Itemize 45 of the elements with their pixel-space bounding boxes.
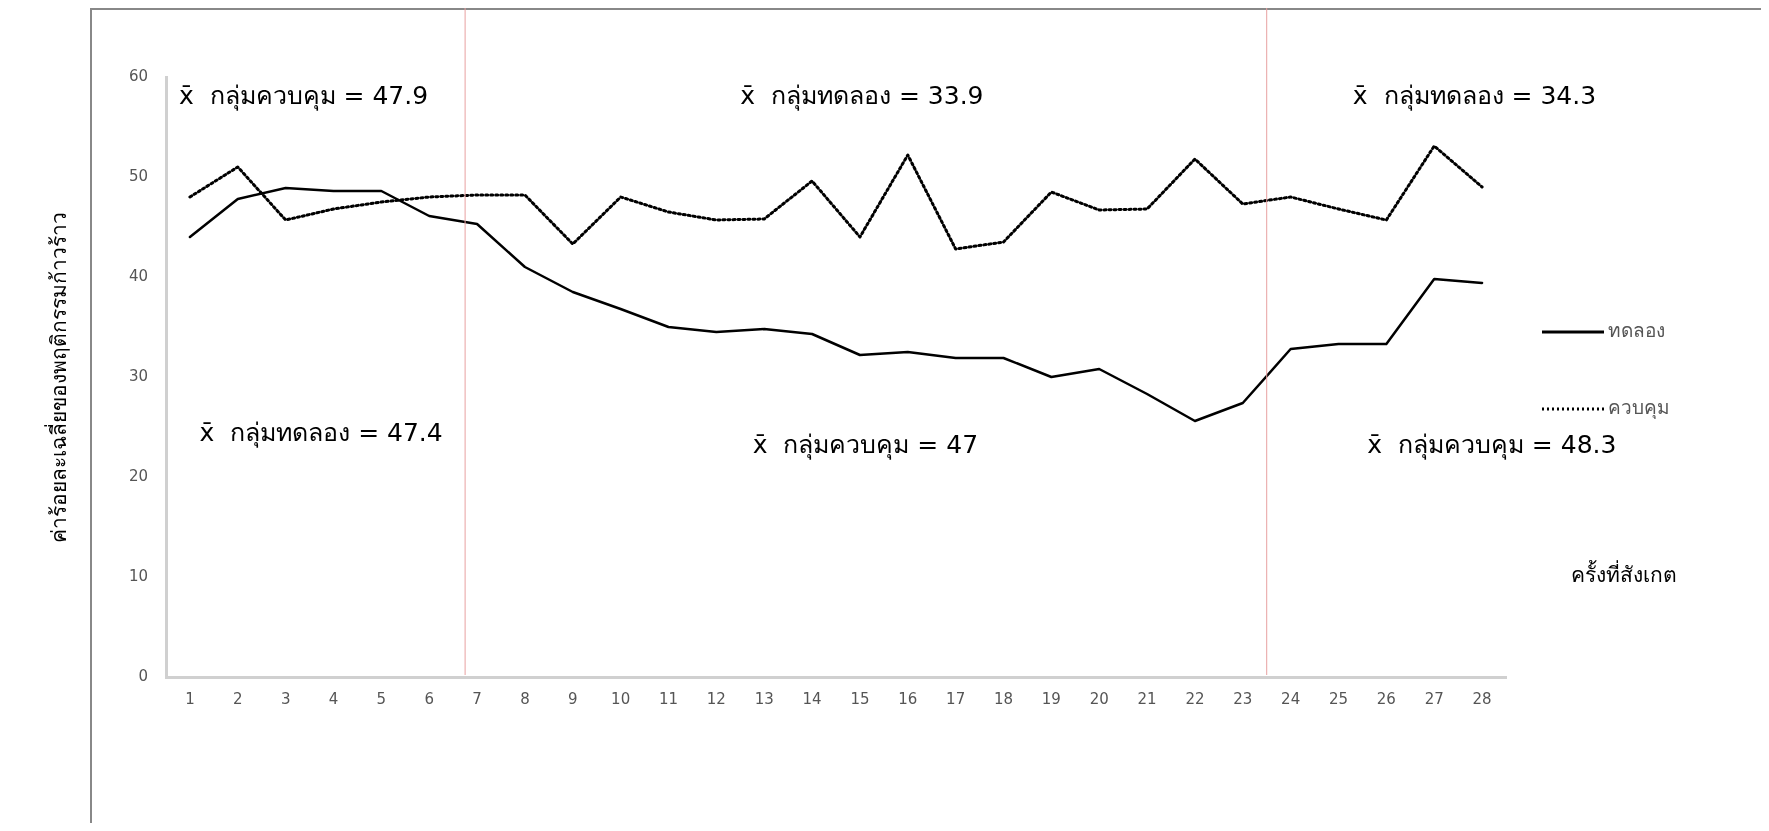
legend-label: ทดลอง	[1608, 318, 1665, 341]
x-tick-label: 19	[1041, 689, 1061, 708]
annotation: x̄ กลุ่มทดลอง = 34.3	[1352, 80, 1597, 111]
x-tick-label: 28	[1472, 689, 1492, 708]
x-tick-label: 20	[1089, 689, 1109, 708]
x-tick-label: 9	[568, 689, 578, 708]
legend-label: ควบคุม	[1608, 395, 1670, 420]
x-tick-label: 8	[520, 689, 530, 708]
x-tick-label: 1	[185, 689, 195, 708]
x-tick-label: 22	[1185, 689, 1205, 708]
annotation: x̄ กลุ่มทดลอง = 47.4	[199, 417, 443, 448]
x-tick-label: 15	[850, 689, 870, 708]
x-tick-label: 12	[706, 689, 726, 708]
annotation: x̄ กลุ่มควบคุม = 48.3	[1367, 429, 1617, 460]
x-tick-label: 13	[754, 689, 774, 708]
x-tick-label: 23	[1233, 689, 1253, 708]
x-tick-label: 27	[1424, 689, 1444, 708]
x-tick-label: 6	[424, 689, 434, 708]
x-tick-label: 26	[1376, 689, 1396, 708]
x-tick-label: 7	[472, 689, 482, 708]
x-tick-label: 18	[993, 689, 1014, 708]
x-tick-label: 11	[658, 689, 679, 708]
y-tick-label: 30	[128, 366, 148, 385]
x-tick-label: 4	[328, 689, 339, 708]
x-axis-title: ครั้งที่สังเกต	[1571, 560, 1677, 588]
x-tick-label: 5	[376, 689, 387, 708]
y-tick-label: 10	[128, 566, 148, 585]
x-tick-label: 10	[611, 689, 631, 708]
x-tick-label: 2	[233, 689, 243, 708]
x-tick-label: 24	[1281, 689, 1301, 708]
x-tick-label: 25	[1328, 689, 1349, 708]
annotation: x̄ กลุ่มทดลอง = 33.9	[740, 80, 984, 111]
y-axis-title: ค่าร้อยละเฉลี่ยของพฤติกรรมก้าวร้าว	[44, 211, 72, 543]
y-tick-label: 40	[128, 266, 148, 285]
x-tick-label: 3	[280, 689, 291, 708]
y-tick-label: 50	[128, 166, 148, 185]
x-tick-label: 21	[1137, 689, 1157, 708]
annotation: x̄ กลุ่มควบคุม = 47	[752, 429, 979, 460]
x-tick-label: 14	[802, 689, 822, 708]
x-tick-label: 16	[898, 689, 918, 708]
annotation: x̄ กลุ่มควบคุม = 47.9	[178, 80, 429, 111]
y-tick-label: 20	[128, 466, 148, 485]
y-tick-label: 0	[138, 666, 148, 685]
x-tick-label: 17	[946, 689, 966, 708]
y-tick-label: 60	[128, 66, 148, 85]
